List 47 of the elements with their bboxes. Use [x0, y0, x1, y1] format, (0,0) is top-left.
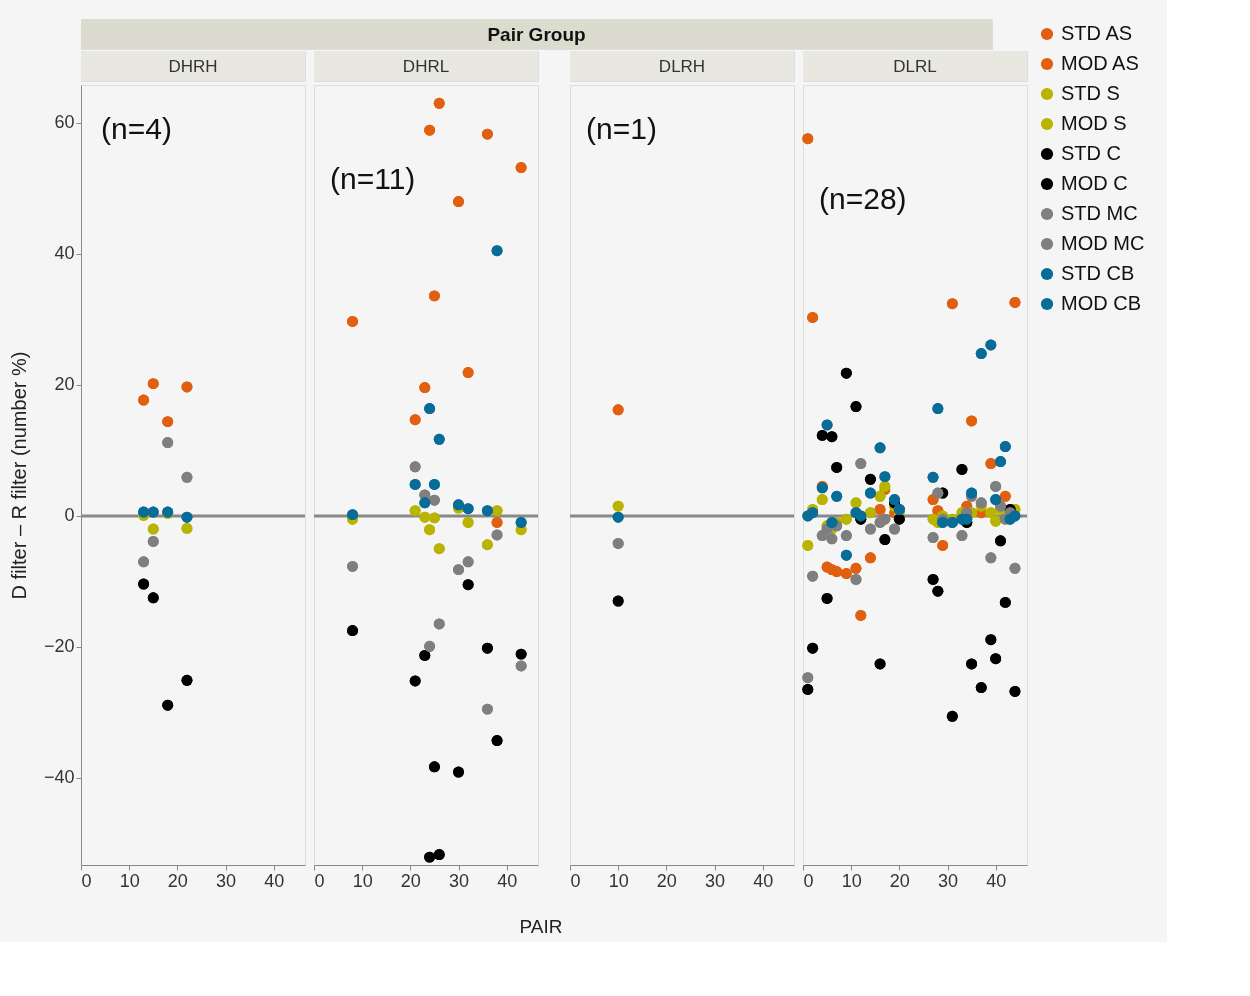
x-tick-label: 30 — [216, 870, 237, 891]
x-tick-label: 20 — [656, 870, 677, 891]
legend-label: STD CB — [1061, 262, 1135, 284]
chart-title: DHRL — [402, 57, 450, 76]
x-tick-label: 0 — [81, 870, 92, 891]
x-tick-label: 30 — [449, 870, 470, 891]
x-tick-label: 10 — [119, 870, 140, 891]
x-tick-label: 40 — [264, 870, 285, 891]
y-tick-label: 40 — [54, 243, 75, 264]
y-axis-title: D filter – R filter (number %) — [7, 351, 30, 600]
legend-label: STD S — [1061, 82, 1120, 104]
y-tick-label: 20 — [54, 374, 75, 395]
x-tick-label: 40 — [497, 870, 518, 891]
x-tick-label: 0 — [314, 870, 325, 891]
annotation: (n=4) — [101, 112, 172, 145]
legend-label: MOD MC — [1061, 232, 1145, 254]
legend-label: STD C — [1061, 142, 1121, 164]
legend-label: MOD S — [1061, 112, 1127, 134]
x-tick-label: 30 — [705, 870, 726, 891]
text: Pair Group — [487, 24, 586, 45]
legend-label: MOD AS — [1061, 52, 1139, 74]
x-tick-label: 40 — [986, 870, 1007, 891]
legend-label: MOD C — [1061, 172, 1128, 194]
x-tick-label: 10 — [608, 870, 629, 891]
chart-title: DLRL — [893, 57, 937, 76]
x-tick-label: 10 — [352, 870, 373, 891]
annotation: (n=1) — [586, 112, 657, 145]
x-tick-label: 20 — [167, 870, 188, 891]
annotation: (n=28) — [819, 182, 907, 215]
x-tick-label: 40 — [753, 870, 774, 891]
x-tick-label: 20 — [400, 870, 421, 891]
y-tick-label: 60 — [54, 112, 75, 133]
legend-label: STD MC — [1061, 202, 1138, 224]
y-tick-label: −20 — [43, 636, 75, 657]
y-tick-label: 0 — [64, 505, 75, 526]
x-axis-title: PAIR — [519, 915, 563, 937]
chart-title: DLRH — [658, 57, 706, 76]
legend-label: STD AS — [1061, 22, 1133, 44]
x-tick-label: 30 — [938, 870, 959, 891]
y-tick-label: −40 — [43, 767, 75, 788]
annotation: (n=11) — [330, 162, 416, 195]
x-tick-label: 20 — [889, 870, 910, 891]
x-tick-label: 0 — [803, 870, 814, 891]
chart-title: DHRH — [168, 57, 218, 76]
x-tick-label: 0 — [570, 870, 581, 891]
x-tick-label: 10 — [841, 870, 862, 891]
legend-label: MOD CB — [1061, 292, 1141, 314]
